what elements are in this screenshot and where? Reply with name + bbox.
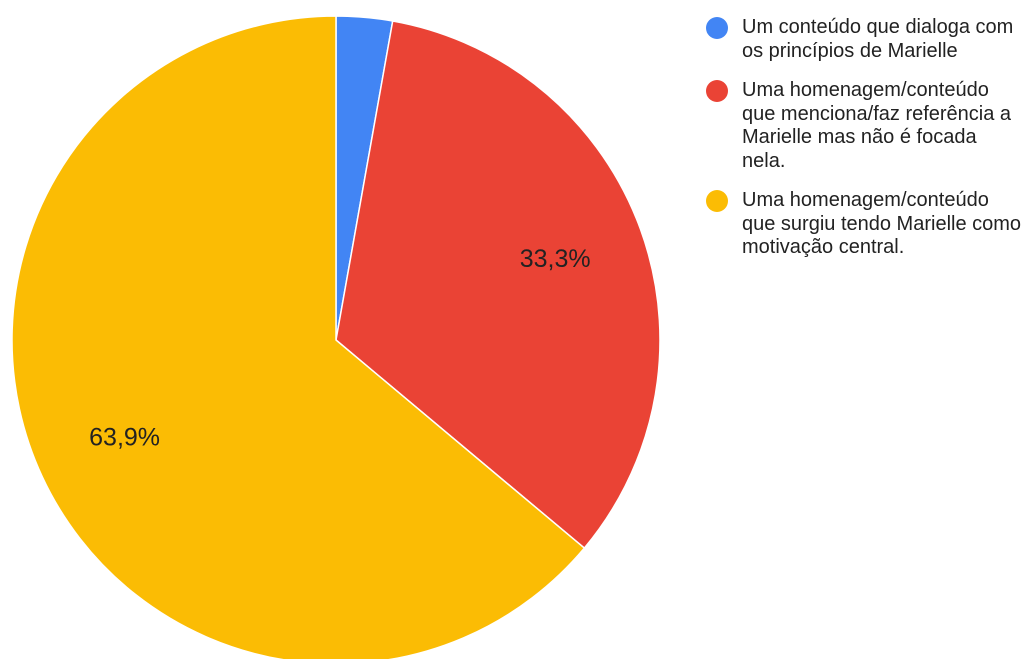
- legend-label: Uma homenagem/conteúdo que surgiu tendo …: [742, 189, 1022, 258]
- legend-label: Uma homenagem/conteúdo que menciona/faz …: [742, 79, 1012, 172]
- legend-marker-yellow: [706, 190, 728, 212]
- pie-slice-value-label: 33,3%: [520, 245, 591, 273]
- legend-label: Um conteúdo que dialoga com os princípio…: [742, 16, 1014, 62]
- legend-item-menciona-referencia: Uma homenagem/conteúdo que menciona/faz …: [706, 79, 1022, 173]
- pie-slices: [11, 15, 661, 659]
- pie-plot-area: 33,3% 63,9%: [11, 15, 661, 659]
- legend-marker-red: [706, 80, 728, 102]
- pie-slice-value-label: 63,9%: [89, 423, 160, 451]
- pie-slice-labels: 33,3% 63,9%: [89, 245, 590, 451]
- legend: Um conteúdo que dialoga com os princípio…: [706, 16, 1022, 276]
- legend-item-dialoga-principios: Um conteúdo que dialoga com os princípio…: [706, 16, 1022, 63]
- legend-marker-blue: [706, 17, 728, 39]
- pie-slice-motivacao-central: [11, 15, 586, 659]
- legend-item-motivacao-central: Uma homenagem/conteúdo que surgiu tendo …: [706, 189, 1022, 260]
- pie-slice-menciona-referencia: [335, 20, 661, 549]
